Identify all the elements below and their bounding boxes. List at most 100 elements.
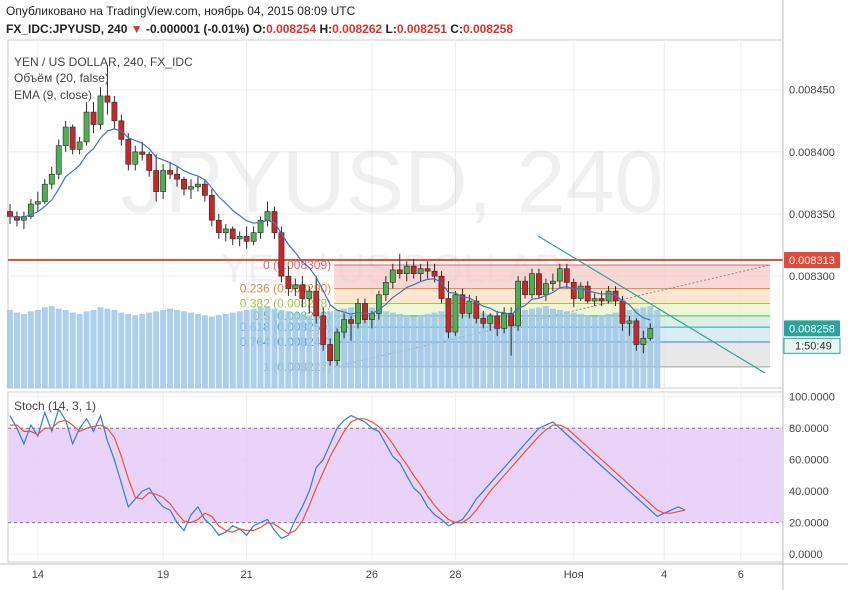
candle-down[interactable]: [278, 232, 285, 277]
candle-down[interactable]: [480, 318, 487, 324]
candle-up[interactable]: [549, 280, 556, 284]
candle-up[interactable]: [222, 228, 229, 233]
candle-down[interactable]: [243, 236, 250, 242]
trendline-segment[interactable]: [537, 235, 766, 374]
candle-down[interactable]: [633, 320, 640, 345]
candle-down[interactable]: [348, 319, 354, 324]
candle-down[interactable]: [125, 139, 132, 165]
candle-up[interactable]: [41, 183, 48, 202]
candle-down[interactable]: [396, 269, 403, 274]
candle-up[interactable]: [647, 328, 654, 339]
candle-up[interactable]: [334, 331, 341, 361]
candle-up[interactable]: [403, 265, 410, 274]
candle-down[interactable]: [285, 275, 292, 289]
candle-down[interactable]: [229, 228, 236, 240]
candle-down[interactable]: [570, 282, 577, 299]
candle-up[interactable]: [83, 111, 90, 143]
candle-up[interactable]: [292, 284, 299, 289]
candle-down[interactable]: [473, 300, 480, 319]
candle-down[interactable]: [459, 294, 466, 314]
trendline[interactable]: [537, 235, 766, 374]
candle-down[interactable]: [90, 111, 97, 125]
candle-down[interactable]: [174, 173, 180, 180]
candle-down[interactable]: [424, 268, 431, 272]
candle-down[interactable]: [494, 315, 501, 329]
candle-up[interactable]: [375, 294, 382, 314]
candle-down[interactable]: [104, 95, 111, 103]
candle-down[interactable]: [536, 273, 542, 296]
candle-down[interactable]: [215, 219, 222, 233]
candle-down[interactable]: [146, 154, 153, 171]
candle-down[interactable]: [327, 344, 334, 361]
candle-up[interactable]: [236, 236, 243, 240]
candle-up[interactable]: [257, 219, 264, 233]
candle-down[interactable]: [410, 265, 417, 274]
candle-down[interactable]: [619, 300, 626, 324]
candle-up[interactable]: [264, 211, 271, 221]
candle-up[interactable]: [195, 183, 201, 187]
candle-down[interactable]: [612, 290, 619, 302]
candle-down[interactable]: [313, 290, 320, 317]
candle-down[interactable]: [431, 270, 438, 277]
candle-up[interactable]: [591, 298, 598, 302]
candle-up[interactable]: [543, 283, 549, 296]
candle-down[interactable]: [522, 280, 528, 296]
candle-down[interactable]: [299, 284, 306, 299]
candle-down[interactable]: [181, 178, 187, 190]
candle-down[interactable]: [111, 101, 118, 122]
candle-up[interactable]: [188, 186, 194, 190]
stoch-legend[interactable]: Stoch (14, 3, 1): [14, 399, 96, 413]
candle-down[interactable]: [508, 313, 515, 327]
candle-up[interactable]: [27, 203, 34, 217]
candle-up[interactable]: [605, 290, 612, 302]
candle-up[interactable]: [382, 282, 389, 296]
candle-up[interactable]: [355, 303, 361, 324]
candle-up[interactable]: [97, 95, 104, 125]
candle-down[interactable]: [563, 268, 570, 283]
candles[interactable]: [7, 64, 654, 366]
candle-up[interactable]: [369, 313, 375, 320]
candle-down[interactable]: [362, 303, 368, 320]
symbol-label[interactable]: FX_IDC:JPYUSD, 240: [6, 22, 128, 36]
candle-up[interactable]: [34, 201, 41, 205]
candle-down[interactable]: [320, 315, 327, 345]
candle-up[interactable]: [306, 290, 313, 299]
candle-up[interactable]: [556, 268, 563, 282]
candle-up[interactable]: [250, 232, 257, 242]
candle-up[interactable]: [501, 313, 508, 329]
candle-up[interactable]: [160, 170, 167, 192]
candle-up[interactable]: [76, 141, 83, 150]
candle-down[interactable]: [139, 151, 146, 155]
candle-up[interactable]: [577, 285, 584, 299]
candle-down[interactable]: [445, 298, 452, 333]
candle-down[interactable]: [584, 285, 591, 302]
candle-down[interactable]: [598, 298, 605, 302]
candle-down[interactable]: [167, 170, 173, 175]
candle-up[interactable]: [529, 273, 535, 296]
candle-up[interactable]: [417, 268, 424, 274]
candle-up[interactable]: [55, 145, 62, 175]
candle-down[interactable]: [7, 211, 13, 217]
candle-down[interactable]: [438, 275, 445, 299]
candle-up[interactable]: [640, 337, 647, 345]
candle-up[interactable]: [452, 294, 459, 333]
legend-ema[interactable]: EMA (9, close): [14, 88, 92, 102]
legend-volume[interactable]: Объём (20, false): [14, 71, 109, 85]
candle-up[interactable]: [62, 126, 69, 146]
candle-down[interactable]: [69, 126, 76, 150]
candle-up[interactable]: [132, 151, 139, 165]
candle-up[interactable]: [487, 315, 494, 324]
candle-down[interactable]: [201, 183, 208, 196]
candle-down[interactable]: [14, 216, 20, 221]
candle-up[interactable]: [515, 280, 521, 327]
candle-up[interactable]: [626, 320, 633, 324]
stochastic-pane[interactable]: Stoch (14, 3, 1): [8, 399, 783, 540]
candle-up[interactable]: [341, 319, 347, 333]
candle-up[interactable]: [466, 300, 473, 314]
candle-up[interactable]: [389, 269, 396, 283]
candle-down[interactable]: [153, 170, 160, 192]
legend-title[interactable]: YEN / US DOLLAR, 240, FX_IDC: [14, 55, 193, 69]
candle-down[interactable]: [208, 195, 215, 221]
candle-up[interactable]: [48, 173, 55, 185]
